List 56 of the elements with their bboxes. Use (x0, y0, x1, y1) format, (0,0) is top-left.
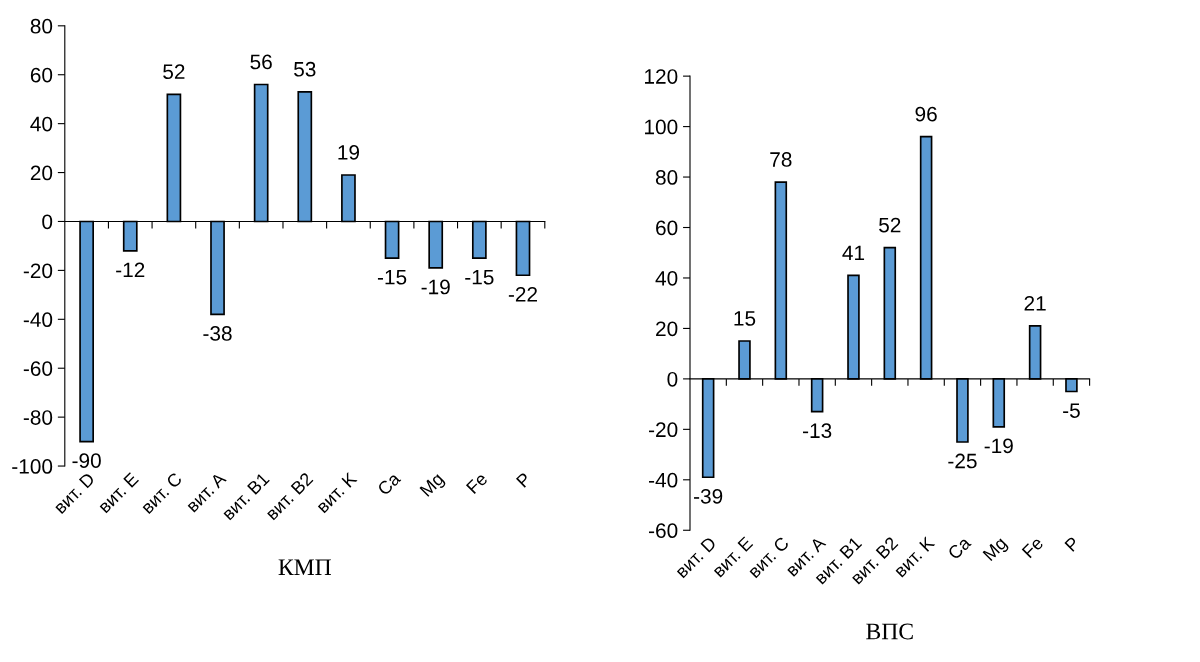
y-tick-label: 0 (42, 214, 53, 230)
y-tick-label: 100 (645, 119, 678, 135)
data-label: 52 (879, 217, 901, 233)
y-tick-label: -100 (12, 459, 53, 474)
data-label: -22 (508, 286, 537, 302)
data-label: -25 (948, 453, 977, 469)
data-label: -19 (421, 279, 450, 295)
data-label: -15 (377, 270, 407, 285)
y-tick-label: 60 (656, 220, 678, 236)
data-label: -39 (694, 488, 723, 504)
x-axis-title: ВПС (866, 623, 913, 640)
x-tick-label: Mg (982, 536, 1010, 564)
data-label: -13 (803, 423, 832, 439)
x-tick-label: вит. E (97, 471, 139, 514)
x-tick-label: P (515, 472, 532, 488)
x-tick-label: вит. K (315, 471, 358, 514)
data-label: 52 (163, 64, 185, 80)
y-tick-label: -60 (23, 361, 53, 376)
data-label: 56 (250, 54, 272, 70)
data-label: 53 (294, 61, 316, 77)
x-tick-label: вит. D (53, 471, 96, 514)
y-tick-label: 80 (30, 18, 53, 34)
y-tick-label: 20 (656, 321, 678, 337)
y-tick-label: -40 (23, 312, 53, 328)
data-label: -38 (203, 326, 232, 341)
data-label: 96 (915, 106, 937, 122)
data-label: -12 (116, 262, 145, 278)
x-tick-label: P (1064, 536, 1081, 552)
y-tick-label: 0 (667, 371, 678, 387)
x-tick-label: Fe (1021, 536, 1044, 559)
y-tick-label: -60 (649, 523, 678, 539)
y-tick-label: -20 (23, 263, 53, 279)
y-tick-label: -40 (649, 472, 678, 488)
y-tick-label: 60 (30, 67, 53, 83)
data-label: 41 (842, 245, 865, 261)
data-label: 15 (734, 311, 756, 326)
x-tick-label: вит. C (140, 471, 183, 515)
data-label: -19 (984, 438, 1013, 454)
y-tick-label: -80 (23, 410, 53, 425)
y-tick-label: 40 (655, 270, 678, 286)
y-tick-label: 80 (655, 170, 678, 185)
data-label: 21 (1024, 295, 1046, 311)
data-label: 19 (338, 145, 360, 160)
x-tick-label: Fe (465, 471, 489, 495)
data-label: -90 (72, 453, 101, 468)
data-label: -5 (1063, 403, 1080, 418)
x-tick-label: Ca (376, 471, 402, 496)
x-tick-label: Mg (419, 472, 447, 500)
y-tick-label: 20 (30, 165, 53, 181)
y-tick-label: 120 (645, 69, 678, 84)
y-tick-label: 40 (30, 116, 53, 132)
x-axis-title: КМП (278, 559, 331, 575)
x-tick-label: Ca (947, 535, 972, 561)
data-label: -15 (465, 270, 494, 285)
y-tick-label: -20 (649, 422, 678, 438)
data-label: 78 (770, 152, 792, 167)
